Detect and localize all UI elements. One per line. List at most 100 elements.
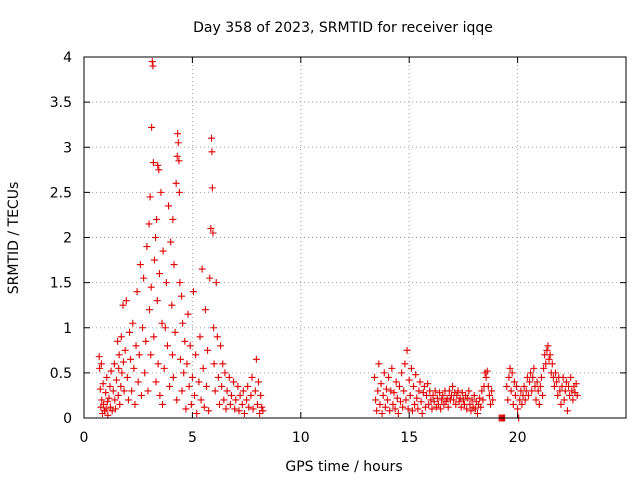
data-point xyxy=(115,364,123,372)
data-point xyxy=(149,62,157,70)
data-point xyxy=(114,337,122,345)
data-point xyxy=(518,400,526,408)
y-axis-label: SRMTID / TECUs xyxy=(6,182,22,295)
data-point xyxy=(464,394,472,402)
data-point xyxy=(108,407,116,415)
data-point xyxy=(137,391,145,399)
data-point xyxy=(488,387,496,395)
data-point xyxy=(134,378,142,386)
data-point xyxy=(171,328,179,336)
data-point xyxy=(153,297,161,305)
data-point xyxy=(130,364,138,372)
data-point xyxy=(99,380,107,388)
data-point xyxy=(513,382,521,390)
data-point xyxy=(528,387,536,395)
data-point xyxy=(412,371,420,379)
data-point xyxy=(187,400,195,408)
data-point xyxy=(415,387,423,395)
data-point xyxy=(403,346,411,354)
data-point xyxy=(548,360,556,368)
data-point xyxy=(103,398,111,406)
data-point xyxy=(150,333,158,341)
data-point xyxy=(407,364,415,372)
data-point xyxy=(166,382,174,390)
data-point xyxy=(143,243,151,251)
plot-frame xyxy=(83,56,627,419)
data-point xyxy=(157,188,165,196)
data-point xyxy=(189,288,197,296)
x-tick-label: 20 xyxy=(509,430,527,446)
x-tick-label: 15 xyxy=(400,430,418,446)
data-point xyxy=(430,398,438,406)
data-point xyxy=(473,409,481,417)
data-point xyxy=(180,369,188,377)
data-point xyxy=(129,319,137,327)
data-point xyxy=(98,396,106,404)
data-point xyxy=(567,373,575,381)
data-point xyxy=(100,400,108,408)
data-point xyxy=(119,358,127,366)
data-point xyxy=(124,396,132,404)
data-point xyxy=(467,407,475,415)
data-point xyxy=(163,342,171,350)
data-point xyxy=(198,265,206,273)
data-point xyxy=(182,405,190,413)
data-point xyxy=(382,385,390,393)
data-point xyxy=(259,407,267,415)
data-point xyxy=(156,391,164,399)
data-point xyxy=(193,409,201,417)
data-point xyxy=(527,369,535,377)
data-point xyxy=(444,403,452,411)
data-point xyxy=(105,394,113,402)
data-point xyxy=(459,396,467,404)
data-point xyxy=(199,364,207,372)
data-point xyxy=(204,346,212,354)
data-point xyxy=(227,391,235,399)
data-point xyxy=(244,382,252,390)
data-point xyxy=(158,400,166,408)
data-point xyxy=(139,324,147,332)
grid xyxy=(84,57,626,418)
data-point xyxy=(106,382,114,390)
data-point xyxy=(116,400,124,408)
data-point xyxy=(484,382,492,390)
data-point xyxy=(214,373,222,381)
data-point xyxy=(168,351,176,359)
data-point xyxy=(562,378,570,386)
y-tick-label: 4 xyxy=(63,50,72,66)
data-point xyxy=(425,400,433,408)
data-point xyxy=(428,405,436,413)
data-point xyxy=(397,398,405,406)
data-point xyxy=(135,351,143,359)
data-point xyxy=(195,378,203,386)
data-point xyxy=(506,364,514,372)
data-point xyxy=(545,355,553,363)
data-point xyxy=(148,123,156,131)
data-point xyxy=(533,378,541,386)
chart-title: Day 358 of 2023, SRMTID for receiver iqq… xyxy=(193,20,493,36)
data-point xyxy=(393,394,401,402)
data-point xyxy=(400,387,408,395)
data-point xyxy=(173,152,181,160)
data-point xyxy=(120,387,128,395)
data-point xyxy=(211,387,219,395)
data-point xyxy=(158,319,166,327)
data-point xyxy=(201,306,209,314)
data-point xyxy=(249,405,257,413)
data-point xyxy=(514,405,522,413)
data-point xyxy=(404,405,412,413)
data-point xyxy=(504,396,512,404)
data-point xyxy=(536,382,544,390)
data-point xyxy=(209,229,217,237)
data-point xyxy=(543,346,551,354)
data-point xyxy=(175,157,183,165)
data-points xyxy=(95,58,581,422)
data-point xyxy=(148,58,156,66)
data-point xyxy=(142,337,150,345)
data-point xyxy=(258,403,266,411)
data-point xyxy=(103,373,111,381)
data-point xyxy=(167,238,175,246)
data-point xyxy=(395,382,403,390)
data-point xyxy=(178,292,186,300)
data-point xyxy=(128,387,136,395)
